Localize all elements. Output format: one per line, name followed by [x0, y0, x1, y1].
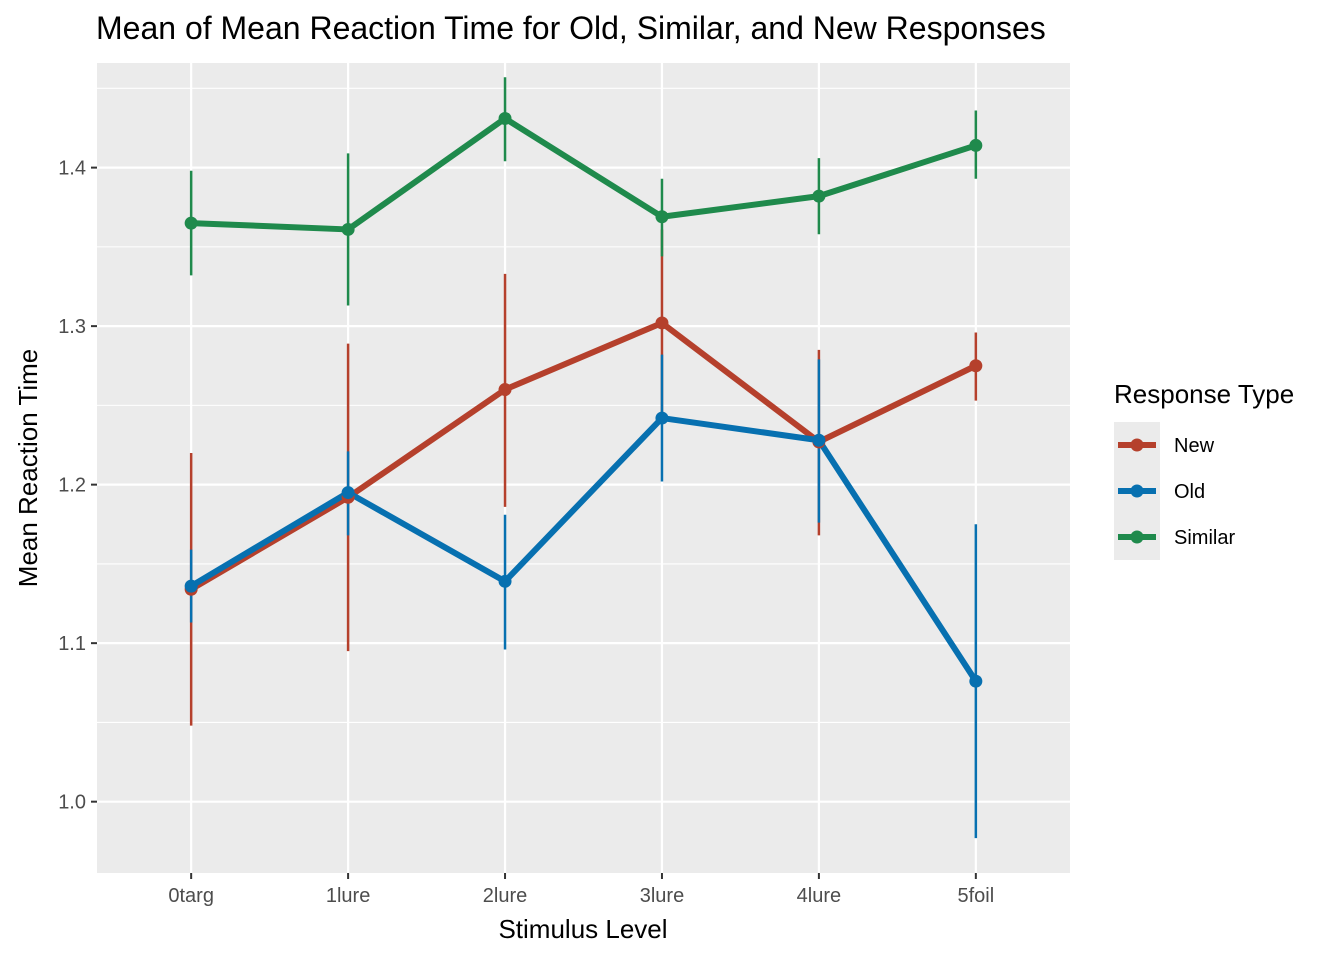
y-tick-label: 1.4: [58, 158, 86, 180]
y-tick-label: 1.0: [58, 792, 86, 814]
x-tick-label: 2lure: [483, 885, 527, 907]
legend-title: Response Type: [1114, 379, 1294, 409]
x-tick-label: 0targ: [168, 885, 214, 907]
data-point-old: [655, 411, 669, 425]
series-points: [184, 111, 983, 688]
data-point-similar: [184, 216, 198, 230]
series-lines: [189, 115, 979, 683]
data-point-similar: [498, 111, 512, 125]
series-line-old: [189, 415, 979, 683]
x-tick-label: 5foil: [957, 885, 994, 907]
legend-label-old: Old: [1174, 481, 1205, 503]
series-line-new: [189, 319, 978, 592]
data-point-similar: [655, 210, 669, 224]
legend-key-point-new: [1130, 438, 1144, 452]
x-tick-label: 3lure: [640, 885, 684, 907]
grid-minor: [97, 87, 1070, 723]
data-point-new: [655, 316, 669, 330]
data-point-similar: [812, 189, 826, 203]
y-tick-label: 1.1: [58, 633, 86, 655]
x-tick-label: 1lure: [326, 885, 370, 907]
data-point-old: [969, 674, 983, 688]
x-axis-title: Stimulus Level: [498, 914, 667, 944]
x-axis: 0targ 1lure 2lure 3lure 4lure 5foil: [168, 873, 994, 907]
chart-title: Mean of Mean Reaction Time for Old, Simi…: [96, 10, 1046, 46]
data-point-old: [812, 433, 826, 447]
data-point-new: [498, 383, 512, 397]
legend: Response Type New Old Similar: [1114, 379, 1294, 560]
y-tick-label: 1.2: [58, 475, 86, 497]
legend-key-point-similar: [1130, 530, 1144, 544]
legend-key-point-old: [1130, 484, 1144, 498]
data-point-old: [184, 579, 198, 593]
data-point-new: [969, 359, 983, 373]
y-tick-label: 1.3: [58, 316, 86, 338]
legend-label-similar: Similar: [1174, 527, 1235, 549]
data-point-old: [341, 486, 355, 500]
data-point-similar: [969, 138, 983, 152]
plot-panel: [97, 63, 1070, 873]
legend-label-new: New: [1174, 435, 1215, 457]
y-axis-title: Mean Reaction Time: [13, 349, 43, 587]
y-axis: 1.0 1.1 1.2 1.3 1.4: [58, 158, 97, 814]
data-point-old: [498, 574, 512, 588]
data-point-similar: [341, 222, 355, 236]
series-line-similar: [191, 115, 977, 233]
legend-items: New Old Similar: [1114, 422, 1235, 560]
x-tick-label: 4lure: [797, 885, 841, 907]
